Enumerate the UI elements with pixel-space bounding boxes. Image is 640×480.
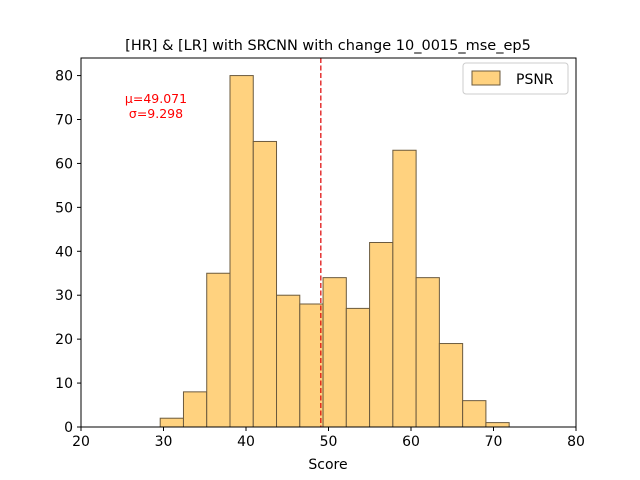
x-tick-label: 80: [567, 434, 585, 450]
histogram-bar: [392, 149, 417, 428]
legend-label: PSNR: [516, 72, 554, 88]
histogram-bar: [182, 391, 208, 428]
x-tick-label: 30: [155, 434, 173, 450]
histogram-bar: [229, 75, 254, 428]
bar-group: [159, 75, 510, 428]
y-tick-label: 60: [55, 156, 73, 172]
x-tick-label: 50: [320, 434, 338, 450]
histogram-bar: [415, 277, 440, 428]
histogram-bar: [252, 140, 278, 428]
histogram-bar: [299, 303, 324, 428]
histogram-bar: [159, 417, 184, 428]
legend-swatch: [471, 70, 501, 86]
histogram-bar: [322, 277, 347, 428]
x-tick-label: 20: [72, 434, 90, 450]
y-tick-label: 80: [55, 69, 73, 85]
mean-annotation: μ=49.071: [125, 91, 187, 106]
std-annotation: σ=9.298: [129, 106, 183, 121]
histogram-bar: [276, 294, 301, 428]
histogram-bar: [369, 242, 394, 428]
histogram-bar: [462, 400, 487, 428]
y-axis: 0 10 20 30 40 50 60 70 80: [55, 69, 81, 436]
chart-title: [HR] & [LR] with SRCNN with change 10_00…: [125, 38, 531, 54]
legend: PSNR: [462, 62, 569, 95]
x-tick-label: 60: [402, 434, 420, 450]
y-tick-label: 50: [55, 200, 73, 216]
histogram-bar: [206, 272, 231, 428]
x-axis-label: Score: [308, 457, 347, 473]
y-tick-label: 40: [55, 244, 73, 260]
histogram-bar: [345, 307, 371, 428]
x-tick-label: 40: [237, 434, 255, 450]
y-tick-label: 30: [55, 288, 73, 304]
histogram-bar: [438, 343, 464, 428]
histogram-bar: [485, 422, 510, 428]
x-tick-label: 70: [485, 434, 503, 450]
y-tick-label: 20: [55, 332, 73, 348]
y-tick-label: 70: [55, 113, 73, 129]
y-tick-label: 0: [64, 420, 73, 436]
x-axis: 20 30 40 50 60 70 80: [72, 427, 585, 450]
y-tick-label: 10: [55, 376, 73, 392]
